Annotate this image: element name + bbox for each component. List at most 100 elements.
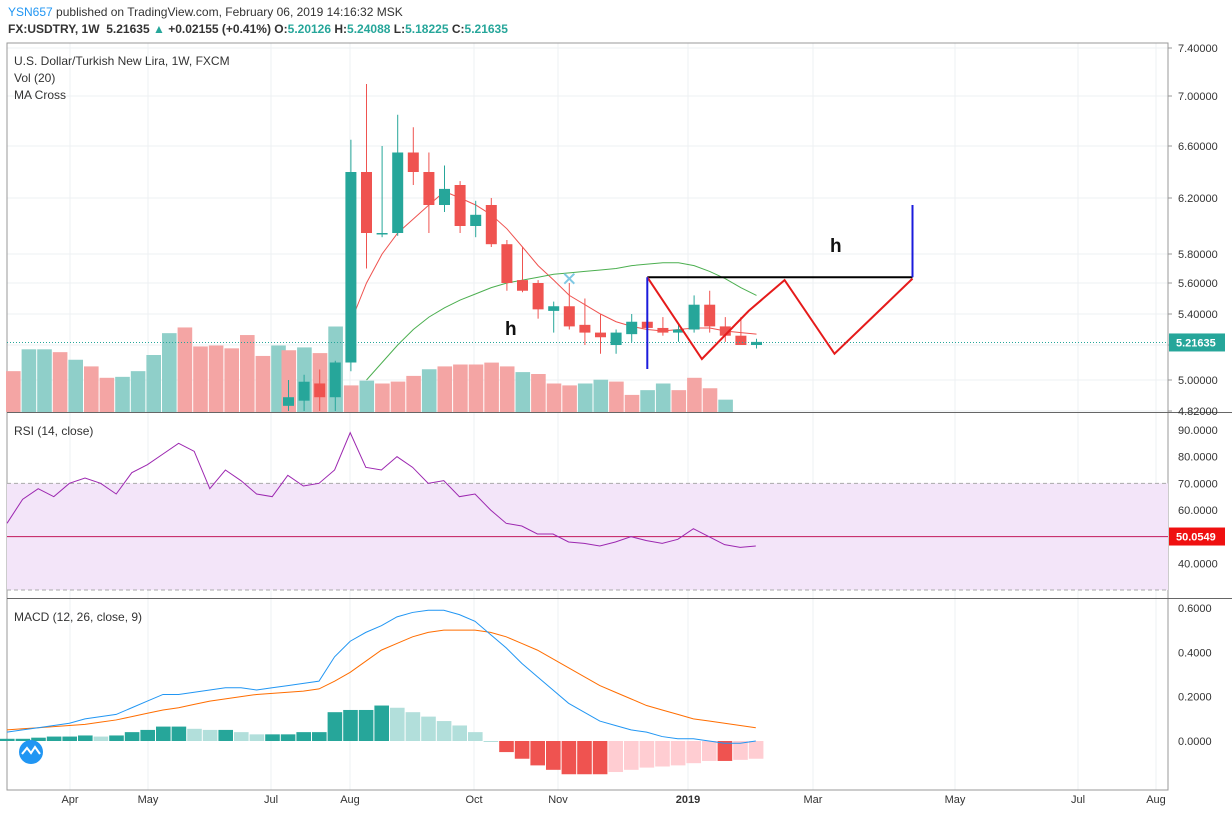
macd-tick-label: 0.0000 xyxy=(1178,736,1212,748)
macd-histogram-bar xyxy=(124,732,140,741)
candle-body xyxy=(501,244,513,283)
macd-histogram-bar xyxy=(390,707,405,741)
rsi-legend: RSI (14, close) xyxy=(14,424,93,438)
macd-histogram-bar xyxy=(733,741,748,760)
rsi-tick-label: 40.0000 xyxy=(1178,558,1218,570)
macd-histogram-bar xyxy=(249,734,265,741)
macd-pane xyxy=(0,609,764,775)
high-value: 5.24088 xyxy=(347,22,391,36)
chart-options-icon[interactable] xyxy=(19,740,43,764)
close-label: C: xyxy=(451,22,465,36)
candle-body xyxy=(657,327,669,333)
pattern-height-label-right: h xyxy=(830,236,842,257)
macd-histogram-bar xyxy=(109,735,124,741)
time-tick-label: Jul xyxy=(264,794,278,806)
candle-body xyxy=(673,329,684,333)
candle-body xyxy=(361,172,372,233)
price-tick-label: 7.00000 xyxy=(1178,91,1218,103)
macd-histogram-bar xyxy=(421,716,436,741)
low-label: L: xyxy=(393,22,406,36)
last-price-badge xyxy=(1169,333,1225,352)
macd-legend: MACD (12, 26, close, 9) xyxy=(14,610,142,624)
volume-bar xyxy=(624,394,640,412)
macd-histogram-bar xyxy=(748,741,764,759)
volume-bar xyxy=(453,364,468,412)
macd-histogram-bar xyxy=(327,712,343,741)
price-tick-label: 4.82000 xyxy=(1178,406,1218,418)
volume-bar xyxy=(515,372,531,412)
macd-histogram-bar xyxy=(358,709,374,741)
macd-histogram-bar xyxy=(561,741,577,775)
candle-body xyxy=(610,332,622,345)
time-tick-label: Apr xyxy=(61,794,78,806)
volume-bar xyxy=(21,349,37,412)
price-tick-label: 6.20000 xyxy=(1178,193,1218,205)
volume-bar xyxy=(406,375,421,412)
author-link[interactable]: YSN657 xyxy=(8,5,53,19)
volume-bar xyxy=(531,374,546,412)
chart-frame xyxy=(6,42,1169,791)
last-price: 5.21635 xyxy=(106,22,150,36)
candle-body xyxy=(439,188,450,205)
candle-body xyxy=(485,205,497,245)
volume-bar xyxy=(162,333,177,412)
volume-bar xyxy=(255,355,271,412)
candle-body xyxy=(751,341,762,345)
volume-bar xyxy=(687,377,702,412)
volume-bar xyxy=(421,369,437,412)
macd-histogram-bar xyxy=(530,741,545,766)
macd-histogram-bar xyxy=(78,735,93,741)
volume-bar xyxy=(343,385,359,412)
last-price-badge-label: 5.21635 xyxy=(1176,337,1216,349)
macd-histogram-bar xyxy=(546,741,561,770)
rsi-tick-label: 70.0000 xyxy=(1178,478,1218,490)
candle-body xyxy=(470,214,482,226)
price-tick-label: 5.40000 xyxy=(1178,309,1218,321)
macd-histogram-bar xyxy=(46,736,62,741)
candle-body xyxy=(407,152,419,172)
candle-body xyxy=(548,306,560,311)
macd-histogram-bar xyxy=(639,741,655,768)
volume-bar xyxy=(52,352,68,412)
time-axis: Apr May Jul Aug Oct Nov 2019 Mar May Jul Aug xyxy=(61,794,1165,806)
volume-bar xyxy=(468,364,484,412)
macd-histogram-bar xyxy=(280,734,296,741)
candle-body xyxy=(345,172,357,363)
volume-bar xyxy=(718,399,733,412)
macd-histogram-bar xyxy=(405,712,421,741)
grid-lines xyxy=(7,43,1168,790)
volume-bar xyxy=(702,388,718,412)
macd-histogram-bar xyxy=(624,741,639,770)
macd-histogram-bar xyxy=(218,729,233,741)
rsi-value-badge xyxy=(1169,527,1225,546)
macd-histogram-bar xyxy=(436,721,452,741)
low-value: 5.18225 xyxy=(405,22,449,36)
signal-line xyxy=(6,629,756,731)
macd-histogram-bar xyxy=(499,741,514,753)
volume-bar xyxy=(671,390,687,412)
price-tick-label: 5.80000 xyxy=(1178,249,1218,261)
volume-bar xyxy=(130,371,146,412)
price-axis: 4.820005.000005.200005.400005.600005.800… xyxy=(1168,43,1225,748)
macd-histogram-bar xyxy=(31,737,46,741)
volume-legend: Vol (20) xyxy=(14,71,55,85)
volume-bar xyxy=(177,327,193,412)
candle-body xyxy=(376,233,388,235)
candle-body xyxy=(314,383,326,398)
candle-body xyxy=(688,304,700,330)
volume-bars xyxy=(6,326,733,412)
macd-histogram-bar xyxy=(452,725,467,741)
volume-bar xyxy=(609,381,624,412)
macd-histogram-bar xyxy=(468,732,483,741)
time-tick-label: May xyxy=(945,794,966,806)
volume-bar xyxy=(390,381,406,412)
candle-body xyxy=(329,362,341,398)
candle-body xyxy=(719,326,731,336)
candles xyxy=(7,84,1168,411)
w-pattern-drawing xyxy=(646,205,914,369)
symbol-name: FX:USDTRY, 1W xyxy=(8,22,100,36)
macd-histogram-bar xyxy=(140,729,155,741)
time-tick-label: Mar xyxy=(804,794,823,806)
volume-bar xyxy=(146,355,161,412)
